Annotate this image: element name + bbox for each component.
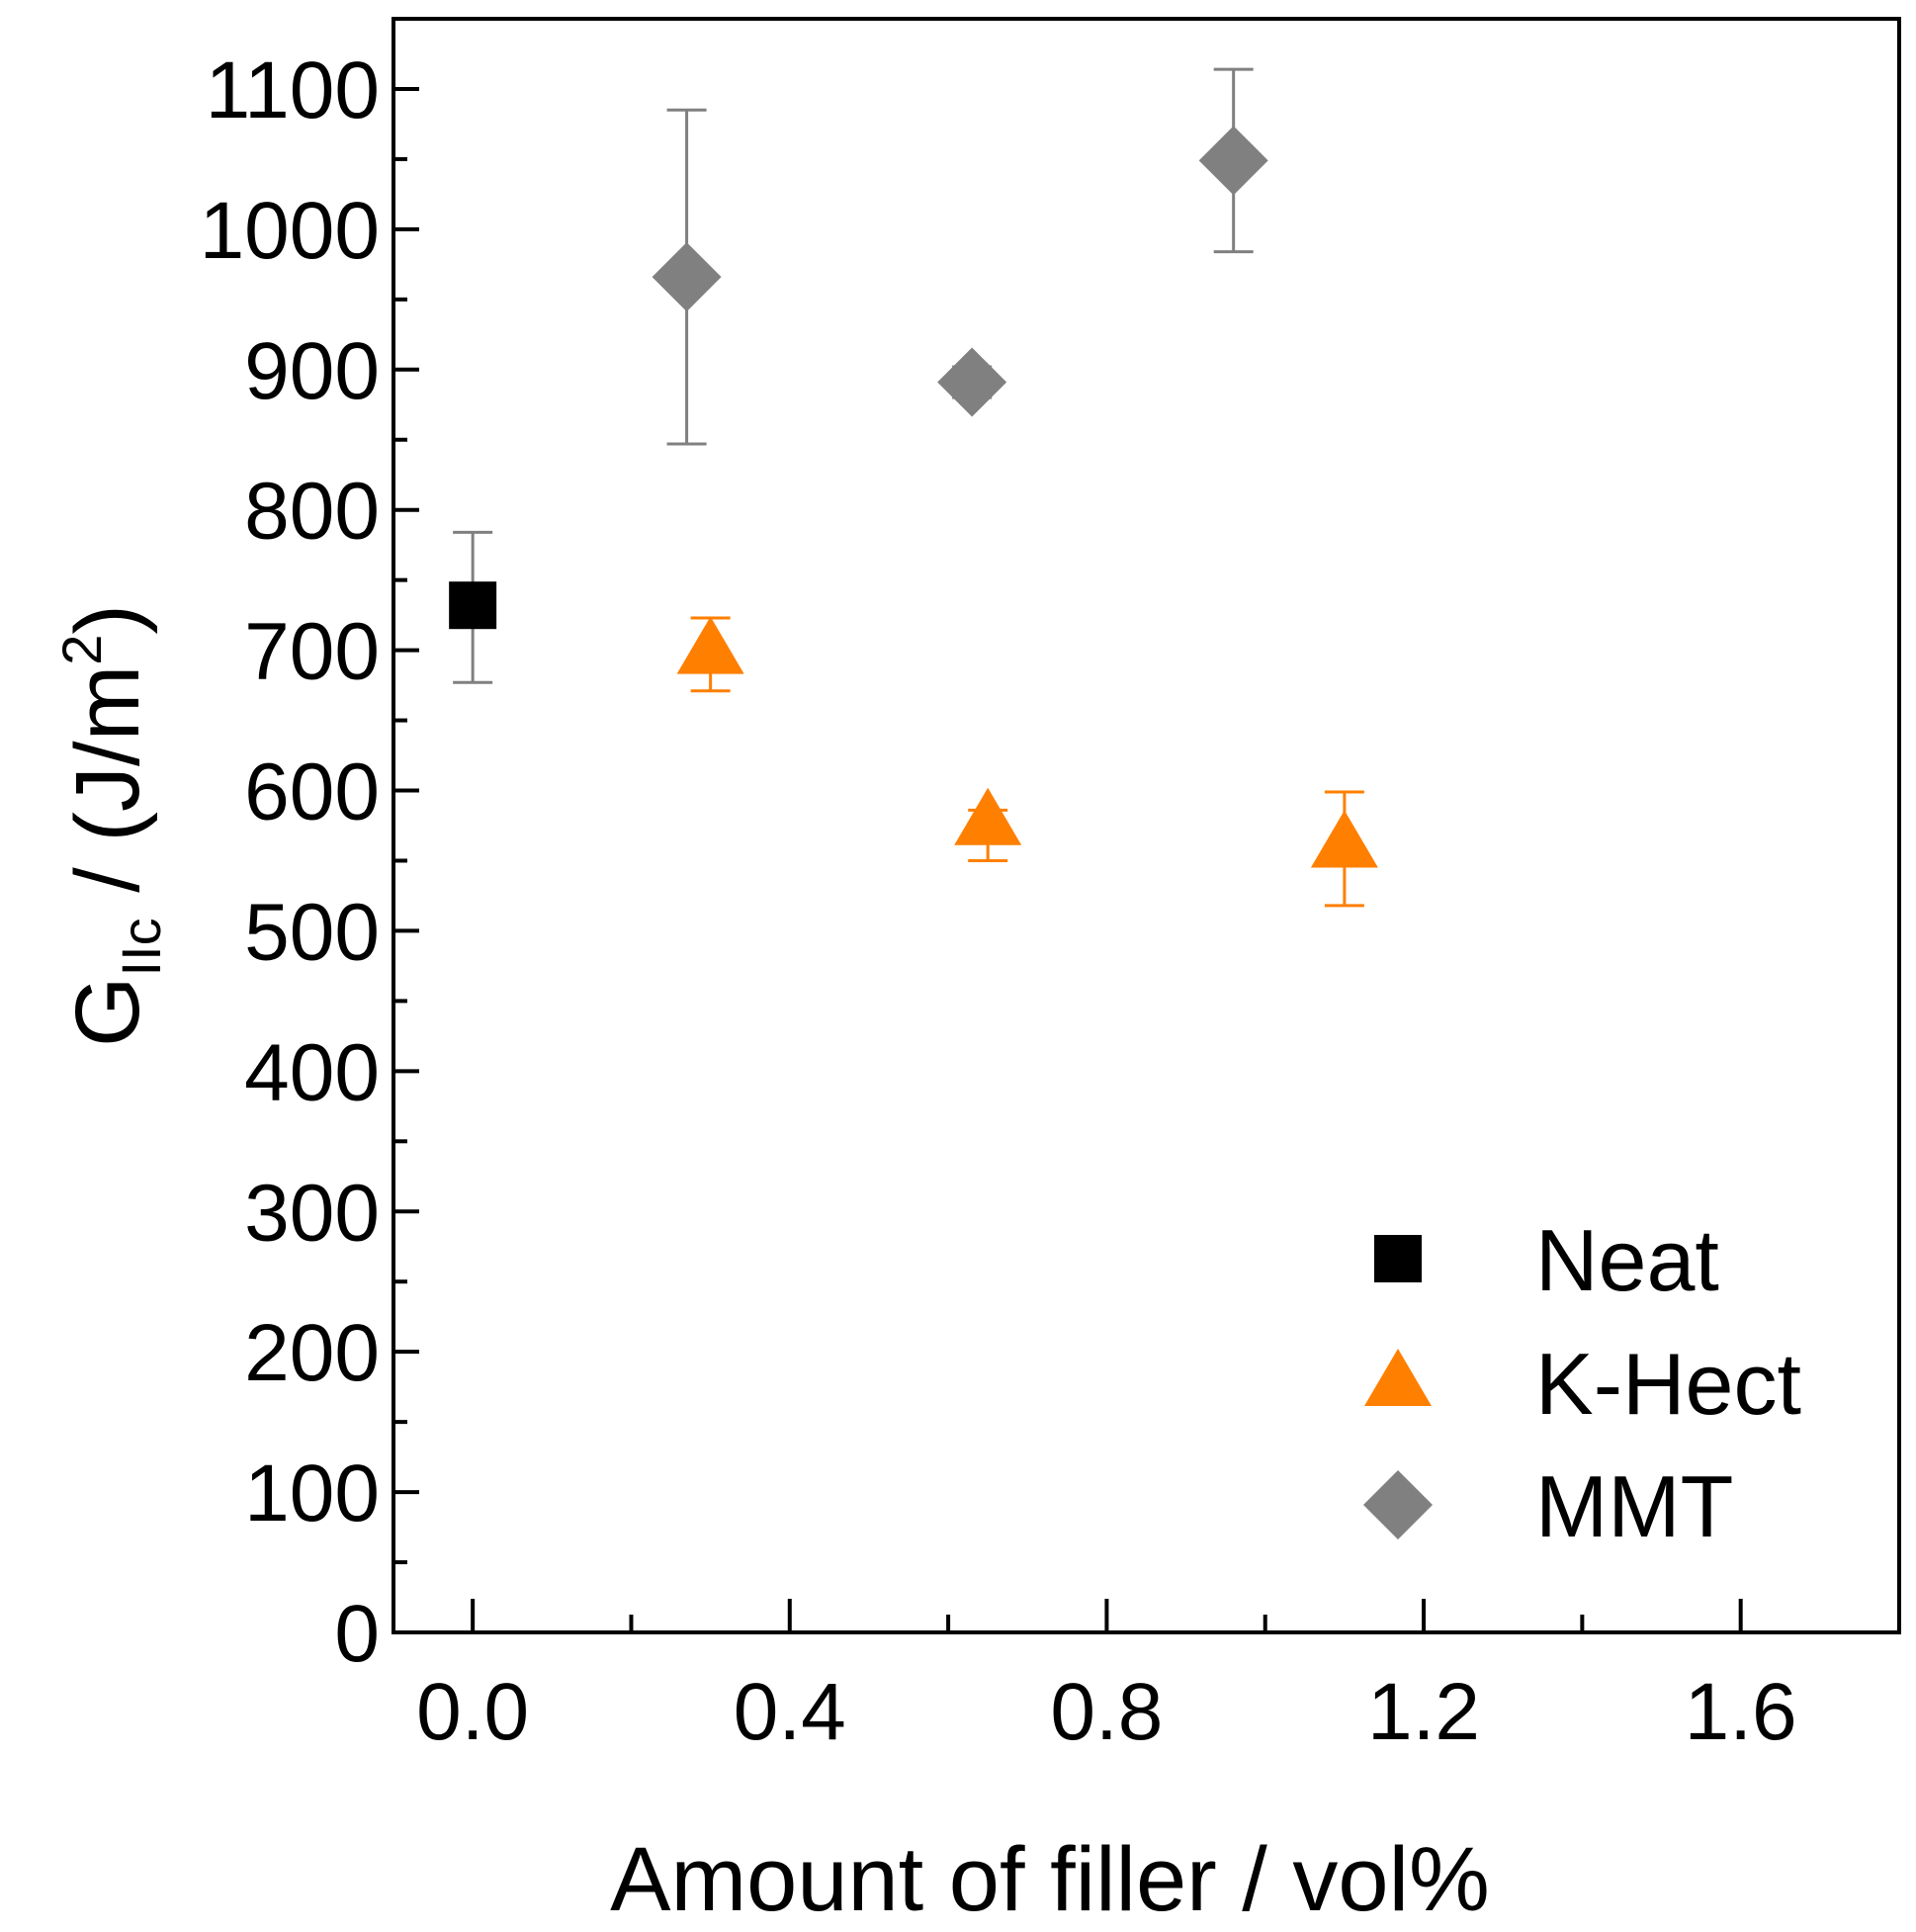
y-tick-label: 200 (244, 1308, 380, 1398)
y-axis-ticks: 0 100 200 300 400 500 600 700 800 900 1000 1100 (200, 45, 419, 1679)
legend-marker-k-hect (1364, 1349, 1432, 1406)
plot-frame (392, 17, 1901, 1634)
k-hect-point (954, 787, 1022, 845)
y-tick-label: 300 (244, 1168, 380, 1258)
y-tick-label: 500 (244, 887, 380, 977)
x-axis-ticks: 0.0 0.4 0.8 1.2 1.6 (416, 1599, 1797, 1757)
legend-marker-mmt (1363, 1470, 1433, 1539)
plot-marks (449, 67, 1378, 908)
y-tick-label: 400 (244, 1027, 380, 1117)
y-tick-label: 1100 (206, 45, 380, 135)
legend: Neat K-Hect MMT (1363, 1211, 1801, 1555)
legend-label-neat: Neat (1535, 1211, 1719, 1309)
legend-label-k-hect: K-Hect (1535, 1335, 1801, 1433)
y-axis-title: GIIc / (J/m2) (50, 604, 172, 1047)
y-axis-title-units: / (J/m (57, 665, 158, 919)
x-tick-label: 0.4 (734, 1667, 846, 1757)
x-tick-label: 0.0 (416, 1667, 529, 1757)
y-axis-title-superscript: 2 (50, 635, 113, 665)
x-tick-label: 1.2 (1367, 1667, 1480, 1757)
x-axis-title: Amount of filler / vol% (610, 1829, 1490, 1930)
y-tick-label: 600 (244, 747, 380, 837)
mmt-point (937, 347, 1007, 417)
y-axis-title-close: ) (57, 604, 158, 635)
y-tick-label: 800 (244, 467, 380, 557)
x-tick-label: 1.6 (1685, 1667, 1797, 1757)
k-hect-point (676, 616, 744, 674)
y-tick-label: 100 (244, 1449, 380, 1538)
x-tick-label: 0.8 (1050, 1667, 1163, 1757)
y-axis-title-subscript: IIc (110, 918, 172, 976)
mmt-point (1198, 126, 1268, 196)
y-tick-label: 1000 (200, 186, 380, 276)
y-tick-label: 0 (334, 1589, 380, 1679)
legend-label-mmt: MMT (1535, 1457, 1733, 1555)
mmt-point (652, 242, 722, 312)
k-hect-point (1310, 810, 1378, 868)
neat-point (449, 581, 497, 630)
legend-marker-neat (1374, 1235, 1422, 1282)
y-axis-title-main: G (57, 976, 158, 1047)
y-tick-label: 900 (244, 326, 380, 416)
y-tick-label: 700 (244, 607, 380, 697)
